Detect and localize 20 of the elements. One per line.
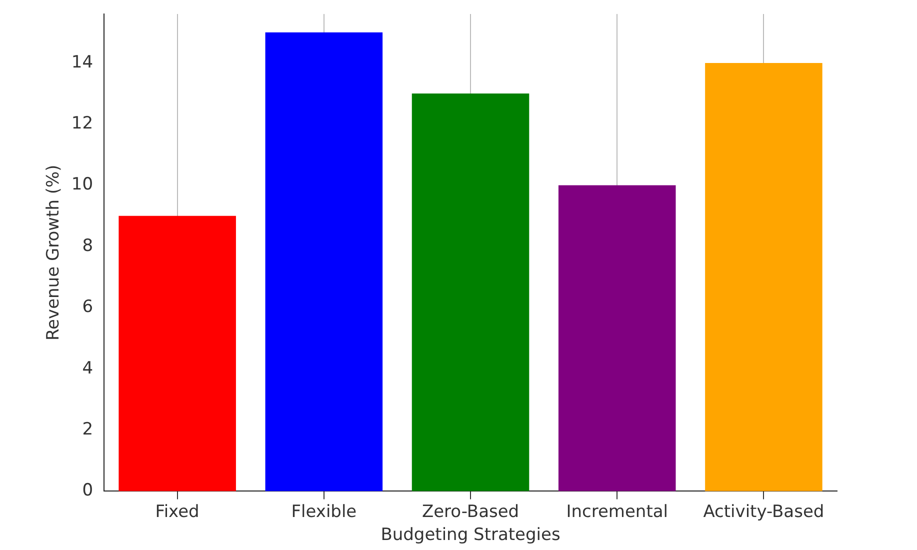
y-tick-label: 12 — [71, 114, 94, 134]
x-tick-label: Incremental — [566, 502, 668, 522]
y-tick-label: 0 — [82, 480, 94, 501]
bar — [118, 216, 236, 492]
y-tick-label: 10 — [71, 174, 94, 195]
y-tick-label: 2 — [82, 419, 94, 440]
bar — [265, 32, 383, 492]
x-tick-label: Zero-Based — [422, 502, 520, 522]
bar — [705, 62, 822, 492]
x-tick-label: Activity-Based — [703, 502, 824, 522]
y-tick-label: 6 — [82, 297, 94, 318]
x-tick-label: Flexible — [291, 502, 357, 522]
bar — [412, 94, 530, 492]
bar — [558, 185, 676, 492]
y-axis-title: Revenue Growth (%) — [44, 164, 64, 340]
x-axis-title: Budgeting Strategies — [380, 525, 560, 546]
y-tick-label: 8 — [82, 236, 94, 256]
x-tick-label: Fixed — [155, 502, 200, 522]
y-tick-label: 14 — [71, 52, 94, 72]
y-tick-label: 4 — [82, 358, 94, 378]
